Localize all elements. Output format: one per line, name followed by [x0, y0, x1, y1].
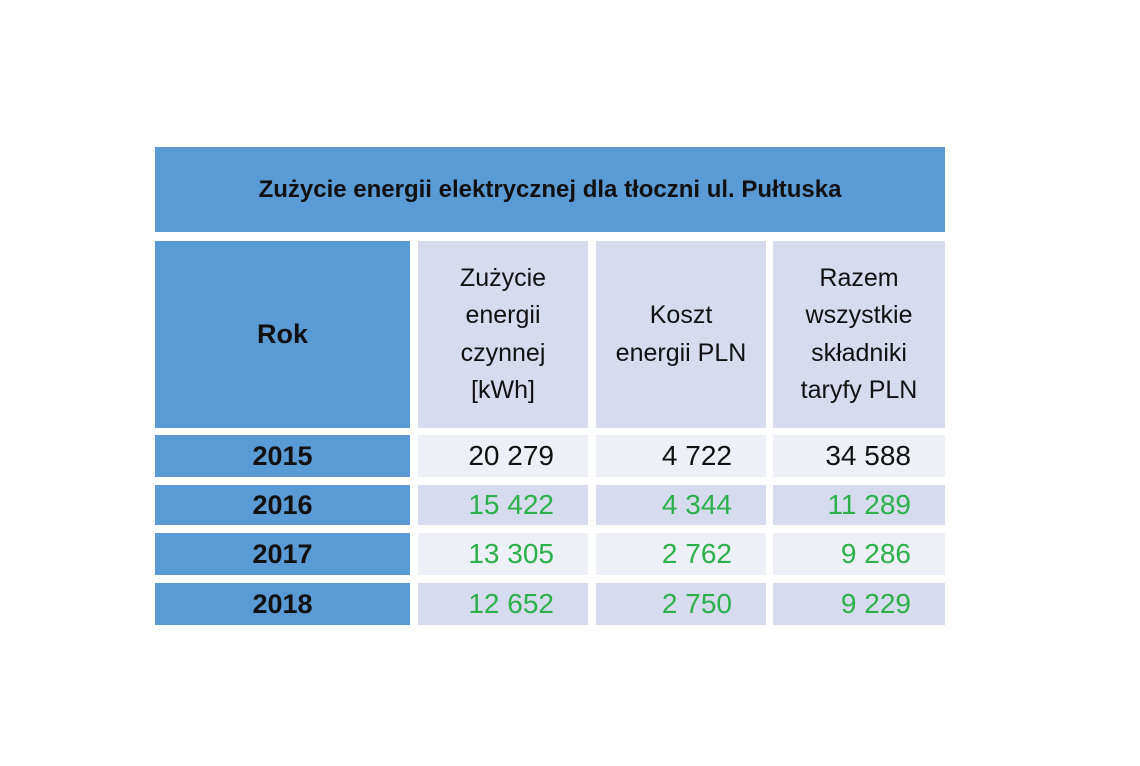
value-cell: 4 344: [596, 485, 766, 525]
value-cell: 2 762: [596, 533, 766, 575]
value-cell: 2 750: [596, 583, 766, 625]
header-line: energii PLN: [615, 338, 747, 367]
header-line: Zużycie: [459, 263, 547, 292]
header-line: Rok: [256, 319, 308, 350]
header-line: czynnej: [460, 338, 546, 367]
header-line: Koszt: [649, 301, 713, 329]
header-cell: Razem wszystkie składniki taryfy PLN: [773, 241, 945, 428]
value-cell: 15 422: [418, 485, 588, 525]
value-cell: 12 652: [418, 583, 588, 625]
value-cell: 13 305: [418, 533, 588, 575]
header-line: energii: [465, 301, 541, 329]
header-line: wszystkie: [805, 301, 913, 329]
value-cell: 20 279: [418, 435, 588, 477]
header-line: składniki: [811, 338, 907, 367]
value-cell: 4 722: [596, 435, 766, 477]
year-cell: 2016: [155, 485, 410, 525]
header-line: Razem: [819, 263, 899, 292]
value-cell: 9 229: [773, 583, 945, 625]
value-cell: 11 289: [773, 485, 945, 525]
year-cell: 2015: [155, 435, 410, 477]
value-cell: 9 286: [773, 533, 945, 575]
header-line: taryfy PLN: [800, 376, 918, 404]
header-cell: Koszt energii PLN: [596, 241, 766, 428]
year-cell: 2018: [155, 583, 410, 625]
value-cell: 34 588: [773, 435, 945, 477]
year-cell: 2017: [155, 533, 410, 575]
header-line: [kWh]: [471, 376, 535, 404]
header-cell: Zużycie energii czynnej [kWh]: [418, 241, 588, 428]
header-cell: Rok: [155, 241, 410, 428]
table-title: Zużycie energii elektrycznej dla tłoczni…: [155, 147, 945, 232]
